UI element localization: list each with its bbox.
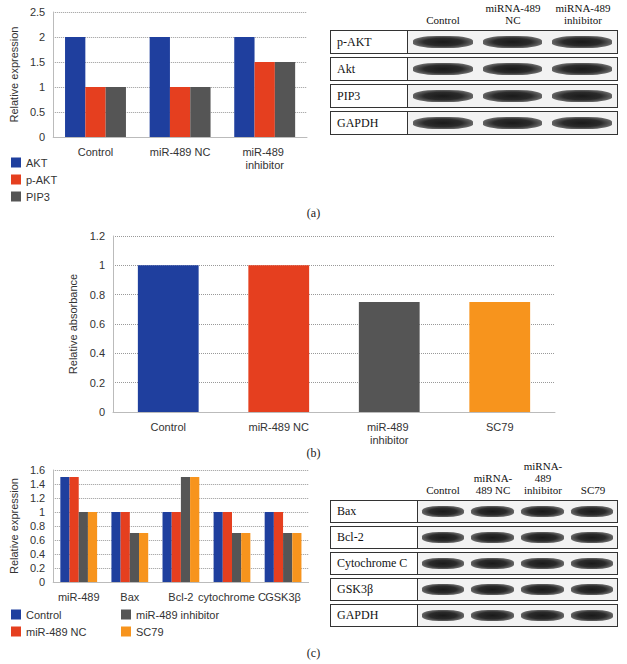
- html-text:miRNA-489 inhibitor: miRNA-489 inhibitor: [523, 460, 563, 496]
- svg-text:1.5: 1.5: [30, 56, 45, 68]
- html-text:p-AKT: p-AKT: [337, 34, 372, 49]
- html-text:GAPDH: GAPDH: [337, 115, 379, 130]
- svg-text:0.8: 0.8: [30, 520, 45, 532]
- svg-text:0.4: 0.4: [90, 347, 105, 359]
- svg-text:1: 1: [99, 259, 105, 271]
- svg-text:1.2: 1.2: [90, 230, 105, 242]
- html-text:miRNA-489 NC: miRNA-489 NC: [473, 472, 513, 496]
- svg-text:p-AKT: p-AKT: [26, 174, 57, 186]
- svg-text:0.4: 0.4: [30, 548, 45, 560]
- svg-text:PIP3: PIP3: [26, 191, 50, 203]
- svg-text:inhibitor: inhibitor: [370, 434, 409, 446]
- html-text:(a): (a): [306, 206, 321, 220]
- svg-text:AKT: AKT: [26, 157, 48, 169]
- svg-text:Control: Control: [151, 421, 186, 433]
- svg-text:2.5: 2.5: [30, 6, 45, 18]
- svg-text:1.2: 1.2: [30, 492, 45, 504]
- html-text:Control: Control: [426, 484, 460, 496]
- svg-text:1.4: 1.4: [30, 478, 45, 490]
- svg-text:0.8: 0.8: [90, 289, 105, 301]
- svg-text:Bax: Bax: [120, 591, 139, 603]
- svg-text:Bcl-2: Bcl-2: [168, 591, 193, 603]
- svg-text:miR-489: miR-489: [58, 591, 100, 603]
- svg-text:1: 1: [39, 81, 45, 93]
- svg-text:Relative absorbance: Relative absorbance: [67, 274, 79, 374]
- svg-text:miR-489: miR-489: [367, 421, 412, 433]
- svg-text:Control: Control: [78, 146, 113, 158]
- svg-text:miR-489 NC: miR-489 NC: [26, 626, 87, 638]
- html-text:Bcl-2: Bcl-2: [337, 530, 364, 544]
- svg-text:cytochrome C: cytochrome C: [198, 591, 266, 603]
- html-text:(c): (c): [306, 646, 321, 660]
- svg-text:0.2: 0.2: [90, 377, 105, 389]
- svg-text:1.6: 1.6: [30, 464, 45, 476]
- svg-text:0: 0: [99, 406, 105, 418]
- svg-text:miR-489: miR-489: [242, 146, 287, 158]
- svg-text:1: 1: [39, 506, 45, 518]
- html-text:Cytochrome C: Cytochrome C: [337, 556, 408, 570]
- html-text:Control: Control: [426, 14, 460, 26]
- html-text:Akt: Akt: [337, 61, 355, 76]
- svg-text:2: 2: [39, 31, 45, 43]
- svg-text:Control: Control: [26, 609, 61, 621]
- html-text:Bax: Bax: [337, 504, 357, 518]
- svg-text:0.6: 0.6: [30, 534, 45, 546]
- svg-text:SC79: SC79: [136, 626, 164, 638]
- svg-text:miR-489 NC: miR-489 NC: [248, 421, 309, 433]
- svg-text:0: 0: [39, 576, 45, 588]
- html-text:miRNA-489 inhibitor: miRNA-489 inhibitor: [555, 2, 611, 26]
- svg-text:0: 0: [39, 131, 45, 143]
- html-text:GSK3β: GSK3β: [337, 582, 374, 596]
- svg-text:0.2: 0.2: [30, 562, 45, 574]
- svg-text:Relative expression: Relative expression: [8, 478, 20, 574]
- svg-text:0.5: 0.5: [30, 106, 45, 118]
- svg-text:miR-489 NC: miR-489 NC: [150, 146, 211, 158]
- html-text:GAPDH: GAPDH: [337, 608, 379, 622]
- svg-text:Relative expression: Relative expression: [8, 27, 20, 123]
- svg-text:0.6: 0.6: [90, 318, 105, 330]
- html-text:PIP3: PIP3: [337, 88, 361, 103]
- svg-text:miR-489 inhibitor: miR-489 inhibitor: [136, 609, 219, 621]
- svg-text:SC79: SC79: [486, 421, 514, 433]
- html-text:(b): (b): [306, 446, 321, 460]
- html-text:SC79: SC79: [580, 484, 606, 496]
- svg-text:inhibitor: inhibitor: [245, 159, 284, 171]
- svg-text:GSK3β: GSK3β: [265, 591, 301, 603]
- html-text:miRNA-489 NC: miRNA-489 NC: [485, 2, 541, 26]
